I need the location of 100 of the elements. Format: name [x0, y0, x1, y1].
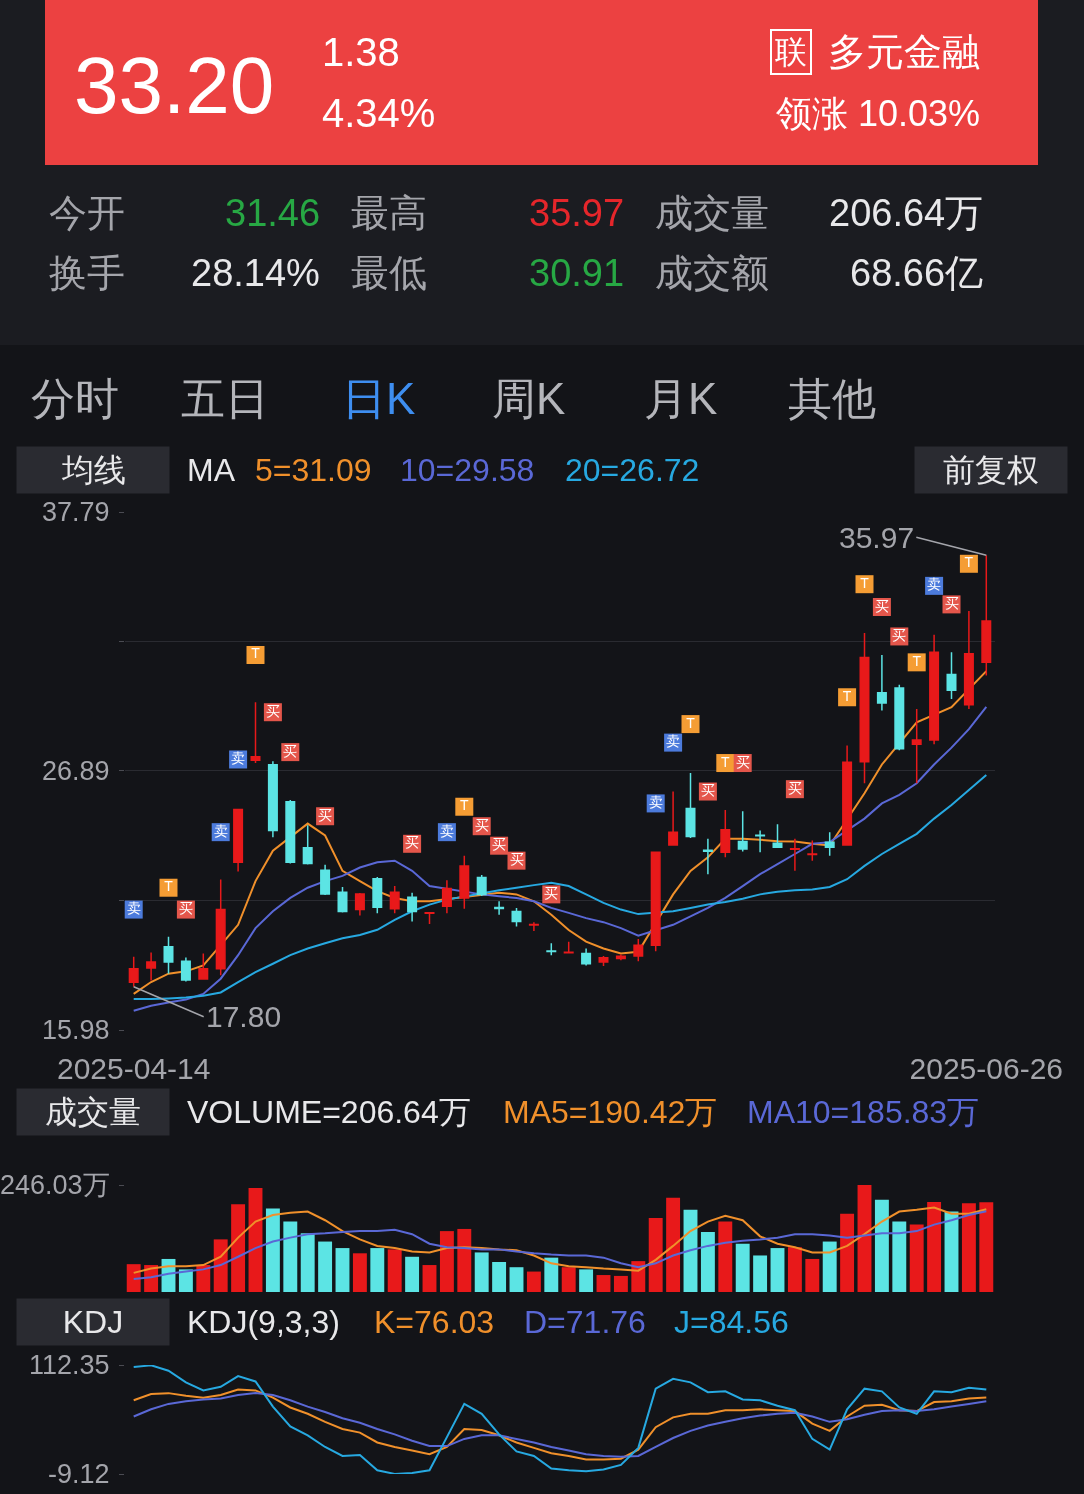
- bar: [857, 1185, 872, 1292]
- candlestick: [146, 951, 157, 982]
- candlestick: [737, 810, 748, 853]
- candlestick: [337, 886, 348, 914]
- data-label: 买: [874, 597, 889, 614]
- data-label: T: [912, 652, 922, 669]
- candlestick: [598, 955, 609, 967]
- text: 4.34%: [322, 91, 436, 135]
- candlestick: [876, 654, 887, 712]
- bar: [909, 1224, 924, 1292]
- text: 多元金融: [828, 31, 980, 73]
- text: 成交额: [655, 252, 769, 294]
- legend-title: MA: [187, 452, 236, 488]
- data-label: T: [842, 687, 852, 704]
- bar: [822, 1241, 837, 1292]
- bar: [474, 1252, 489, 1292]
- data-label: 卖: [231, 749, 246, 766]
- candlestick: [894, 683, 905, 751]
- data-label: 买: [405, 834, 420, 851]
- data-label: 买: [265, 702, 280, 719]
- bar: [927, 1201, 942, 1292]
- candlestick: [354, 892, 365, 917]
- data-label: 买: [492, 836, 507, 853]
- data-label: 卖: [126, 900, 141, 917]
- y-tick-label: 15.98: [42, 1015, 110, 1046]
- candlestick: [372, 876, 383, 914]
- candlestick: [650, 851, 661, 952]
- text: 成交量: [45, 1094, 141, 1130]
- data-label: 买: [892, 626, 907, 643]
- bar: [874, 1199, 889, 1292]
- data-label: T: [460, 797, 470, 814]
- candlestick: [633, 938, 644, 963]
- bar: [613, 1275, 628, 1292]
- bar: [648, 1218, 663, 1292]
- text: 1.38: [322, 30, 400, 74]
- data-label: T: [964, 554, 974, 571]
- y-tick-label: 246.03万: [0, 1170, 110, 1201]
- line-series: [132, 1365, 988, 1474]
- candlestick: [789, 838, 800, 872]
- data-label: 卖: [648, 793, 663, 810]
- annotation: 17.80: [206, 1000, 282, 1033]
- x-tick-label: 2025-06-26: [909, 1052, 1064, 1085]
- candlestick: [459, 854, 470, 910]
- candlestick: [163, 935, 174, 975]
- data-label: T: [251, 645, 261, 662]
- bar: [979, 1202, 994, 1292]
- candlestick: [929, 634, 940, 746]
- candlestick: [320, 863, 331, 896]
- bar: [509, 1267, 524, 1292]
- bar: [283, 1221, 298, 1292]
- data-label: 卖: [666, 733, 681, 750]
- data-label: T: [164, 878, 174, 895]
- text: 33.20: [74, 41, 275, 130]
- text: 月K: [644, 374, 718, 423]
- bar: [526, 1271, 541, 1292]
- candlestick: [198, 952, 209, 980]
- y-tick-label: 112.35: [29, 1350, 110, 1381]
- text: 68.66亿: [850, 252, 984, 294]
- bar: [596, 1275, 611, 1292]
- candlestick: [911, 708, 922, 784]
- candlestick: [180, 956, 191, 983]
- data-label: 买: [944, 594, 959, 611]
- bar: [318, 1241, 333, 1292]
- text: 31.46: [225, 192, 321, 234]
- bar: [735, 1243, 750, 1292]
- text: 最低: [351, 252, 427, 294]
- candlestick: [511, 907, 522, 928]
- text: 分时: [31, 374, 119, 423]
- bar: [387, 1249, 402, 1292]
- text: MA5=190.42万: [503, 1094, 718, 1130]
- text: 五日: [181, 374, 269, 423]
- candlestick: [685, 772, 696, 839]
- series-label: J=84.56: [674, 1304, 789, 1340]
- candlestick: [946, 651, 957, 700]
- bar: [892, 1221, 907, 1292]
- candlestick: [842, 744, 853, 846]
- bar: [352, 1253, 367, 1292]
- bar: [422, 1265, 437, 1292]
- data-label: 卖: [213, 822, 228, 839]
- candlestick: [476, 874, 487, 897]
- text: VOLUME=206.64万: [187, 1094, 471, 1130]
- y-tick-label: 26.89: [42, 756, 110, 787]
- candlestick: [772, 823, 783, 849]
- text: 领涨 10.03%: [776, 93, 981, 134]
- text: 其他: [788, 374, 876, 423]
- text: 206.64万: [829, 192, 984, 234]
- bar: [178, 1269, 193, 1292]
- text: D=71.76: [524, 1304, 646, 1340]
- candlestick: [267, 760, 278, 838]
- bar: [213, 1239, 228, 1292]
- y-tick-label: 37.79: [42, 497, 110, 528]
- candlestick: [285, 799, 296, 865]
- candlestick: [528, 921, 539, 932]
- data-label: 买: [283, 742, 298, 759]
- data-label: 卖: [927, 576, 942, 593]
- bar: [961, 1203, 976, 1292]
- data-label: T: [721, 753, 731, 770]
- bar: [544, 1257, 559, 1292]
- bar: [561, 1267, 576, 1292]
- text: 5=31.09: [255, 452, 372, 488]
